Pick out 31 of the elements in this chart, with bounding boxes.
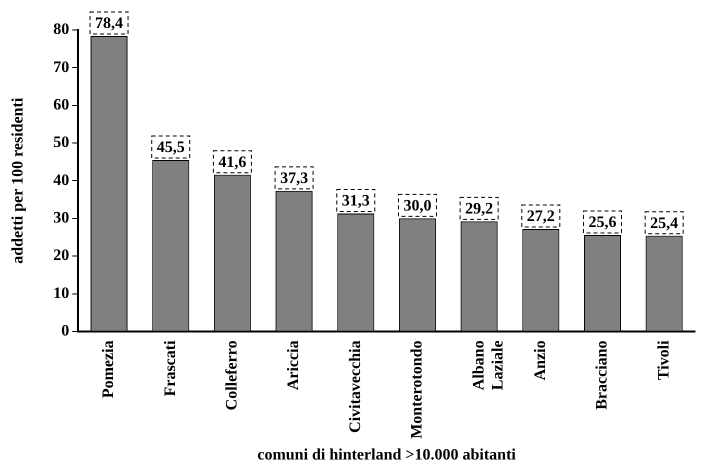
x-axis-title: comuni di hinterland >10.000 abitanti	[257, 446, 516, 464]
x-tick-label: Monterotondo	[408, 340, 426, 439]
x-tick-label: Civitavecchia	[346, 340, 364, 433]
data-label: 37,3	[280, 170, 308, 188]
y-tick-label: 40	[53, 172, 70, 189]
data-label: 30,0	[403, 198, 432, 215]
y-tick-label: 80	[53, 21, 70, 38]
y-tick-label: 70	[53, 58, 70, 76]
x-tick-label: Frascati	[162, 340, 179, 396]
y-tick-label: 50	[53, 134, 70, 152]
data-label: 27,2	[526, 208, 555, 226]
y-axis-title: addetti per 100 residenti	[10, 97, 27, 264]
x-tick-label: Albano Laziale	[470, 340, 506, 390]
x-tick-label: Ariccia	[285, 340, 302, 390]
x-tick-label: Bracciano	[594, 340, 611, 410]
y-tick-label: 10	[53, 284, 70, 302]
data-label: 29,2	[465, 200, 494, 218]
x-tick-label: Tivoli	[655, 340, 672, 380]
y-tick-label: 60	[53, 96, 70, 114]
x-tick-label: Colleferro	[224, 340, 241, 410]
x-tick-label: Anzio	[532, 340, 549, 380]
y-tick-label: 30	[53, 210, 70, 227]
data-label: 41,6	[218, 154, 246, 171]
y-tick-label: 0	[61, 322, 70, 340]
data-label: 45,5	[156, 139, 185, 156]
data-label: 31,3	[342, 192, 370, 210]
x-tick-label: Pomezia	[100, 340, 118, 398]
y-tick-label: 20	[53, 247, 70, 264]
data-label: 25,6	[588, 214, 616, 232]
data-label: 78,4	[95, 15, 124, 32]
data-label: 25,4	[650, 214, 678, 232]
